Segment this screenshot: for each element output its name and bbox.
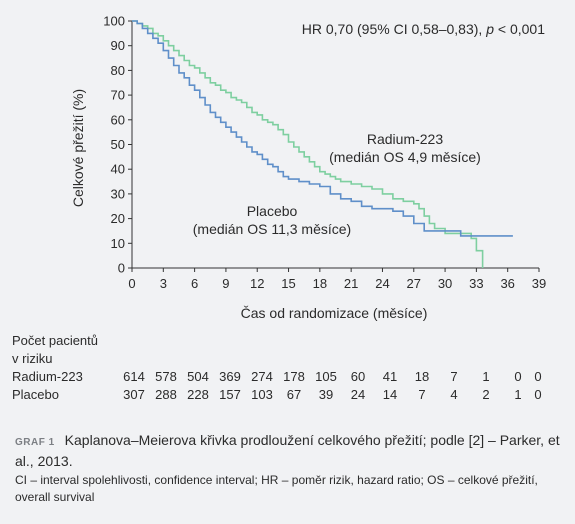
risk-cell: 178 <box>283 369 305 384</box>
x-tick-label: 12 <box>250 276 264 291</box>
x-tick-label: 21 <box>344 276 358 291</box>
survival-curves <box>132 20 513 268</box>
hr-annotation: HR 0,70 (95% CI 0,58–0,83), p < 0,001 <box>302 21 545 37</box>
risk-cell: 307 <box>123 387 145 402</box>
y-tick-label: 60 <box>111 112 125 127</box>
risk-cell: 0 <box>534 387 542 402</box>
risk-row-label: Placebo <box>12 387 59 402</box>
placebo-curve <box>132 20 513 237</box>
y-tick-label: 70 <box>111 88 125 103</box>
x-tick-label: 9 <box>222 276 229 291</box>
risk-cell: 14 <box>382 387 398 402</box>
risk-cell: 614 <box>123 369 145 384</box>
risk-cell: 504 <box>187 369 209 384</box>
x-tick-label: 27 <box>407 276 421 291</box>
radium-series-label: Radium-223 <box>367 131 443 147</box>
x-tick-label: 3 <box>160 276 167 291</box>
risk-cell: 2 <box>482 387 490 402</box>
risk-cell: 7 <box>418 387 426 402</box>
y-tick-label: 10 <box>111 236 125 251</box>
risk-cell: 274 <box>251 369 273 384</box>
risk-table-title: Počet pacientů v riziku <box>12 332 132 368</box>
risk-cell: 288 <box>155 387 177 402</box>
risk-cell: 4 <box>450 387 458 402</box>
x-tick-label: 6 <box>191 276 198 291</box>
risk-cell: 369 <box>219 369 241 384</box>
risk-table-title-line2: v riziku <box>12 351 53 366</box>
x-tick-label: 39 <box>532 276 546 291</box>
risk-cell: 24 <box>350 387 366 402</box>
figure-caption-text: Kaplanova–Meierova křivka prodloužení ce… <box>15 432 560 469</box>
risk-cell: 105 <box>315 369 337 384</box>
x-tick-label: 24 <box>375 276 389 291</box>
y-tick-label: 100 <box>103 14 125 29</box>
risk-cell: 60 <box>350 369 366 384</box>
placebo-series-label: Placebo <box>247 203 298 219</box>
x-tick-label: 30 <box>438 276 452 291</box>
placebo-series-median: (medián OS 11,3 měsíce) <box>193 221 351 237</box>
risk-cell: 228 <box>187 387 209 402</box>
radium-223-curve <box>132 20 484 268</box>
y-tick-label: 0 <box>118 261 125 276</box>
x-tick-label: 33 <box>469 276 483 291</box>
x-tick-label: 15 <box>281 276 295 291</box>
abbreviation-notes: CI – interval spolehlivosti, confidence … <box>15 473 538 504</box>
y-tick-label: 90 <box>111 38 125 53</box>
risk-cell: 157 <box>219 387 241 402</box>
risk-cell: 67 <box>286 387 302 402</box>
x-tick-label: 0 <box>128 276 135 291</box>
risk-row-radium: Radium-223 614 578 504 369 274 178 105 6… <box>12 368 542 386</box>
risk-row-placebo: Placebo 307 288 228 157 103 67 39 24 14 … <box>12 386 542 404</box>
figure-caption: GRAF 1 Kaplanova–Meierova křivka prodlouž… <box>15 431 560 471</box>
risk-cell: 18 <box>414 369 430 384</box>
risk-cell: 0 <box>534 369 542 384</box>
risk-cell: 0 <box>514 369 522 384</box>
risk-cell: 578 <box>155 369 177 384</box>
risk-cell: 1 <box>514 387 522 402</box>
x-tick-label: 18 <box>313 276 327 291</box>
y-axis-title: Celkové přežití (%) <box>70 89 86 207</box>
risk-cell: 39 <box>318 387 334 402</box>
y-tick-label: 40 <box>111 162 125 177</box>
risk-cell: 103 <box>251 387 273 402</box>
y-tick-label: 50 <box>111 137 125 152</box>
x-tick-label: 36 <box>500 276 514 291</box>
risk-table: Počet pacientů v riziku Radium-223 614 5… <box>12 332 542 404</box>
y-tick-label: 20 <box>111 211 125 226</box>
risk-row-label: Radium-223 <box>12 369 83 384</box>
risk-cell: 41 <box>382 369 398 384</box>
figure-tag: GRAF 1 <box>15 437 55 448</box>
axes: 0 3 6 9 12 15 18 21 24 27 30 33 36 390102030405060708… <box>103 14 546 292</box>
x-axis-title: Čas od randomizace (měsíce) <box>241 305 428 321</box>
risk-cell: 7 <box>450 369 458 384</box>
risk-table-title-line1: Počet pacientů <box>12 333 99 348</box>
y-tick-label: 80 <box>111 63 125 78</box>
risk-cell: 1 <box>482 369 490 384</box>
y-tick-label: 30 <box>111 186 125 201</box>
km-chart: 0 3 6 9 12 15 18 21 24 27 30 33 36 390102030405060708… <box>70 14 546 322</box>
radium-series-median: (medián OS 4,9 měsíce) <box>329 149 481 165</box>
